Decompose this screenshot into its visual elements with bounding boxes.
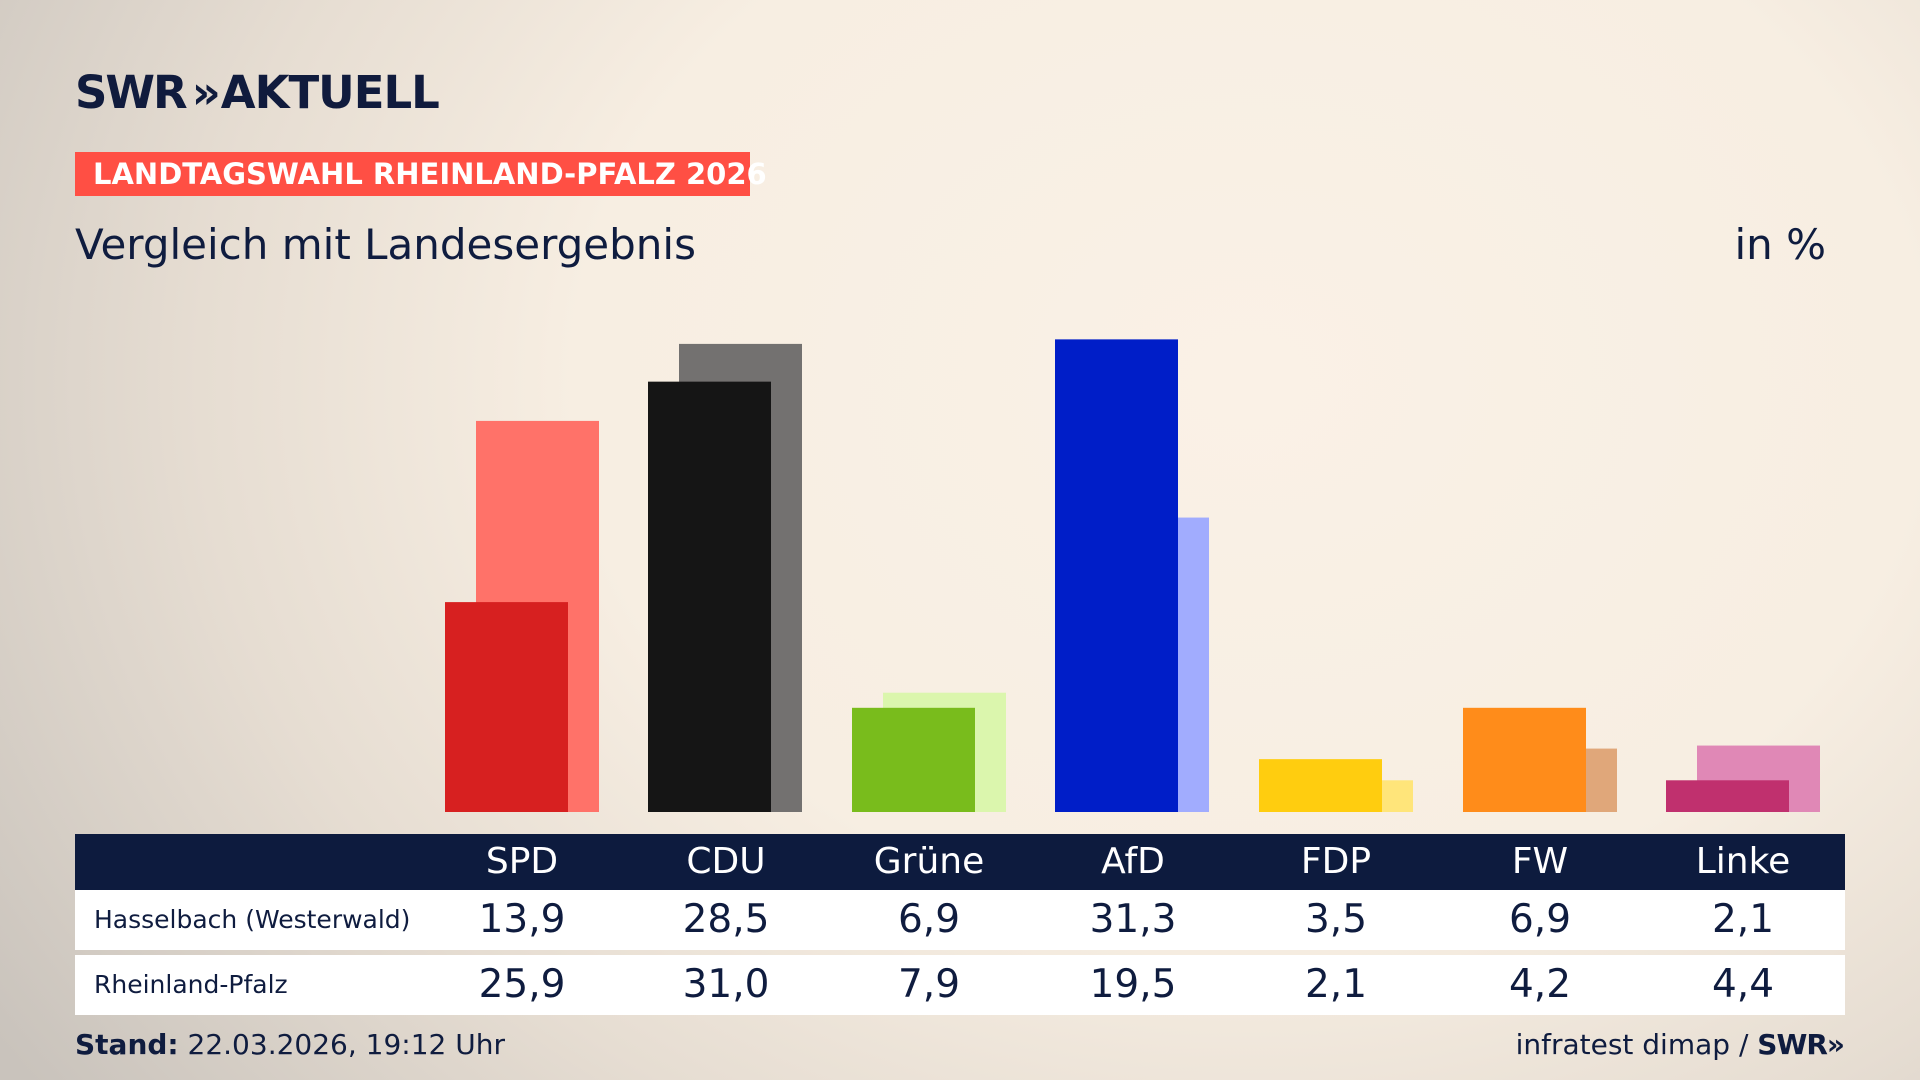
table-cell: 4,4	[1711, 962, 1775, 1007]
table-cell: 2,1	[1711, 897, 1775, 942]
election-tag: LANDTAGSWAHL RHEINLAND-PFALZ 2026	[75, 152, 767, 196]
column-header-5: FW	[1511, 841, 1569, 882]
table-header-row: SPD CDU Grüne AfD FDP FW Linke	[75, 834, 1845, 890]
column-header-2: Grüne	[873, 841, 985, 882]
table-row: Rheinland-Pfalz 25,9 31,0 7,9 19,5 2,1 4,2 4,4	[75, 955, 1845, 1015]
unit-label: in %	[1734, 220, 1826, 269]
logo-swr-text: SWR	[75, 66, 188, 119]
row-label-local: Hasselbach (Westerwald)	[94, 905, 411, 934]
source-text: infratest dimap /	[1515, 1028, 1749, 1061]
table-cell: 3,5	[1304, 897, 1368, 942]
table-cell: 28,5	[682, 897, 770, 942]
table-cell: 19,5	[1089, 962, 1177, 1007]
table-cell: 13,9	[478, 897, 566, 942]
column-header-1: CDU	[686, 841, 766, 882]
column-header-0: SPD	[485, 841, 559, 882]
bar-local-linke	[1666, 780, 1789, 812]
bar-local-cdu	[648, 381, 771, 812]
source-credit: infratest dimap / SWR»	[1515, 1028, 1845, 1061]
swr-small-logo: SWR»	[1757, 1028, 1845, 1061]
timestamp: Stand: 22.03.2026, 19:12 Uhr	[75, 1028, 505, 1061]
chart-subtitle: Vergleich mit Landesergebnis	[75, 220, 696, 269]
logo-aktuell-text: AKTUELL	[220, 66, 440, 119]
table-cell: 2,1	[1304, 962, 1368, 1007]
bar-local-fdp	[1259, 759, 1382, 812]
bar-local-grüne	[852, 707, 975, 812]
stand-value: 22.03.2026, 19:12 Uhr	[187, 1028, 505, 1061]
table-cell: 6,9	[1508, 897, 1572, 942]
column-header-6: Linke	[1695, 841, 1791, 882]
stand-label: Stand:	[75, 1028, 179, 1061]
table-cell: 25,9	[478, 962, 566, 1007]
swr-aktuell-logo: SWR» AKTUELL	[75, 66, 440, 119]
table-cell: 7,9	[897, 962, 961, 1007]
column-header-4: FDP	[1300, 841, 1372, 882]
table-cell: 31,3	[1089, 897, 1177, 942]
bar-local-afd	[1055, 339, 1178, 812]
table-cell: 4,2	[1508, 962, 1572, 1007]
column-header-3: AfD	[1101, 841, 1165, 882]
row-label-state: Rheinland-Pfalz	[94, 970, 288, 999]
table-cell: 6,9	[897, 897, 961, 942]
bar-local-spd	[445, 602, 568, 812]
bar-local-fw	[1463, 707, 1586, 812]
table-cell: 31,0	[682, 962, 770, 1007]
results-table: SPD CDU Grüne AfD FDP FW Linke Hasselbach (Wes…	[75, 834, 1845, 1015]
table-row: Hasselbach (Westerwald) 13,9 28,5 6,9 31,3 3…	[75, 890, 1845, 950]
